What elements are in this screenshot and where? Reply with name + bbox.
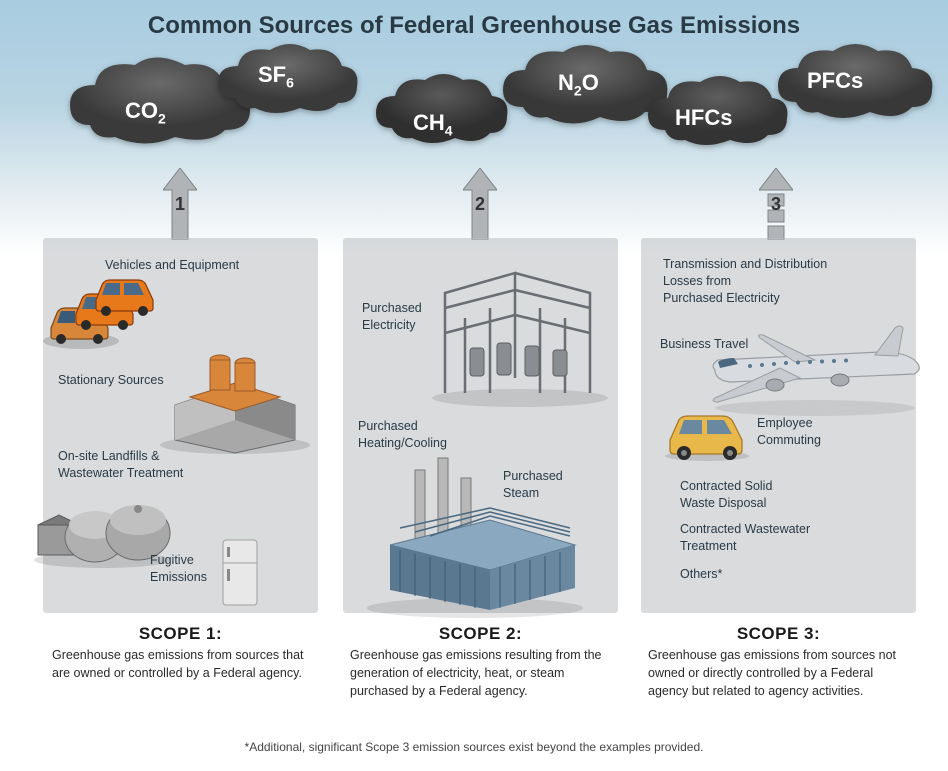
gas-ch4: CH4 xyxy=(413,110,453,138)
yellow-car-icon xyxy=(660,408,755,468)
gas-pfcs: PFCs xyxy=(807,68,863,94)
factory-icon xyxy=(155,345,315,460)
gas-n2o: N2O xyxy=(558,70,599,98)
arrow-num-1: 1 xyxy=(163,194,197,215)
label-landfills: On-site Landfills & Wastewater Treatment xyxy=(58,448,183,482)
power-substation-icon xyxy=(425,258,615,413)
label-wastewater: Contracted Wastewater Treatment xyxy=(680,521,810,555)
label-travel: Business Travel xyxy=(660,336,748,353)
scope-2-desc: Greenhouse gas emissions resulting from … xyxy=(350,646,612,700)
scope-1-desc: Greenhouse gas emissions from sources th… xyxy=(52,646,314,682)
label-electricity: Purchased Electricity xyxy=(362,300,422,334)
label-vehicles: Vehicles and Equipment xyxy=(105,257,239,274)
scope-3-desc: Greenhouse gas emissions from sources no… xyxy=(648,646,910,700)
label-steam: Purchased Steam xyxy=(503,468,563,502)
footnote: *Additional, significant Scope 3 emissio… xyxy=(0,740,948,754)
label-transmission: Transmission and Distribution Losses fro… xyxy=(663,256,827,307)
gas-hfcs: HFCs xyxy=(675,105,732,131)
arrow-num-3: 3 xyxy=(759,194,793,215)
scope-1-title: SCOPE 1: xyxy=(43,624,318,644)
label-stationary: Stationary Sources xyxy=(58,372,164,389)
gas-co2: CO2 xyxy=(125,98,166,126)
vehicles-icon xyxy=(38,275,158,355)
arrow-num-2: 2 xyxy=(463,194,497,215)
gas-sf6: SF6 xyxy=(258,62,294,90)
label-heating: Purchased Heating/Cooling xyxy=(358,418,447,452)
page-title: Common Sources of Federal Greenhouse Gas… xyxy=(0,12,948,40)
scope-2-title: SCOPE 2: xyxy=(343,624,618,644)
fridge-icon xyxy=(215,535,265,615)
label-fugitive: Fugitive Emissions xyxy=(150,552,207,586)
scope-3-title: SCOPE 3: xyxy=(641,624,916,644)
label-solid-waste: Contracted Solid Waste Disposal xyxy=(680,478,772,512)
label-others: Others* xyxy=(680,566,722,583)
label-commuting: Employee Commuting xyxy=(757,415,821,449)
